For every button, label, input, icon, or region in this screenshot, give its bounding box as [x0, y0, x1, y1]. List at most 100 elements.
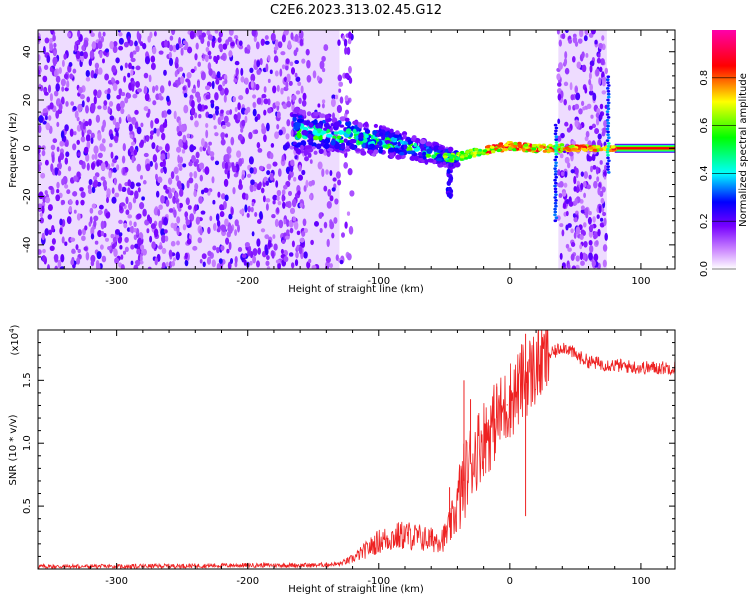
spectrogram-cell — [131, 141, 136, 146]
spectrogram-cell — [118, 116, 122, 124]
spectrogram-cell — [209, 215, 213, 222]
spectrogram-cell — [51, 238, 56, 245]
spectrogram-cell — [553, 207, 557, 211]
spectrogram-cell — [131, 155, 135, 164]
spectrogram-cell — [159, 85, 165, 94]
spectrogram-cell — [59, 266, 65, 269]
spectrogram-cell — [273, 55, 279, 63]
spectrogram-cell — [582, 106, 586, 111]
spectrogram-cell — [306, 111, 312, 117]
spectrogram-cell — [197, 30, 203, 36]
spectrogram-cell — [321, 55, 326, 62]
spectrogram-cell — [588, 146, 594, 150]
spectrogram-cell — [144, 56, 151, 65]
spectrogram-cell — [130, 260, 134, 266]
spectrogram-cell — [554, 164, 558, 168]
spectrogram-cell — [606, 89, 611, 93]
spectrogram-cell — [133, 149, 138, 156]
spectrogram-cell — [152, 154, 158, 163]
spectrogram-cell — [114, 192, 120, 198]
spectrogram-cell — [205, 122, 209, 129]
spectrogram-cell — [106, 93, 111, 100]
spectrogram-cell — [41, 232, 45, 241]
spectrogram-cell — [230, 41, 235, 47]
spectrogram-cell — [68, 61, 73, 68]
spectrogram-cell — [588, 252, 593, 261]
spectrogram-cell — [601, 207, 605, 213]
spectrogram-cell — [557, 82, 562, 87]
spectrogram-cell — [168, 51, 172, 59]
spectrogram-cell — [448, 162, 453, 168]
spectrogram-cell — [578, 144, 584, 148]
spectrogram-cell — [234, 219, 239, 227]
spectrogram-cell — [607, 171, 611, 174]
spectrogram-cell — [599, 103, 604, 110]
spectrogram-cell — [595, 145, 601, 149]
spectrogram-cell — [184, 211, 189, 218]
spectrogram-cell — [266, 122, 270, 132]
spectrogram-cell — [582, 181, 587, 188]
spectrogram-cell — [553, 210, 558, 214]
spectrogram-cell — [562, 202, 567, 209]
spectrogram-cell — [60, 130, 65, 139]
spectrogram-cell — [358, 133, 364, 140]
spectrogram-cell — [180, 75, 185, 85]
spectrogram-cell — [606, 81, 610, 84]
spectrogram-cell — [173, 209, 177, 218]
spectrogram-cell — [431, 154, 436, 159]
spectrogram-cell — [285, 133, 290, 140]
spectrogram-cell — [306, 261, 311, 269]
spectrogram-cell — [149, 31, 153, 39]
spectrogram-cell — [554, 181, 558, 185]
spectrogram-cell — [100, 176, 106, 181]
spectrogram-cell — [553, 132, 558, 136]
spectrogram-cell — [234, 106, 238, 112]
spectrogram-cell — [603, 141, 607, 147]
spectrogram-cell — [414, 137, 421, 144]
spectrogram-cell — [553, 213, 557, 217]
spectrogram-cell — [49, 66, 53, 73]
spectrogram-cell — [275, 39, 279, 48]
spectrogram-cell — [127, 35, 131, 44]
spectrogram-cell — [86, 162, 90, 171]
spectrogram-cell — [67, 32, 72, 38]
spectrogram-cell — [200, 189, 205, 195]
spectrogram-cell — [157, 209, 161, 217]
spectrogram-cell — [151, 241, 156, 249]
spectrogram-cell — [110, 151, 114, 159]
spectrogram-cell — [93, 215, 99, 222]
spectrogram-cell — [571, 147, 576, 151]
spectrogram-cell — [283, 184, 288, 190]
spectrogram-cell — [99, 244, 104, 250]
spectrogram-cell — [105, 212, 110, 218]
spectrogram-cell — [49, 245, 55, 252]
spectrogram-cell — [255, 41, 260, 50]
spectrogram-cell — [606, 168, 610, 171]
spectrogram-cell — [594, 39, 598, 45]
spectrogram-cell — [155, 190, 160, 198]
spectrogram-cell — [190, 115, 194, 121]
spectrogram-cell — [174, 62, 179, 69]
spectrogram-cell — [186, 180, 190, 189]
spectrogram-cell — [136, 30, 140, 40]
spectrogram-cell — [94, 240, 99, 245]
spectrogram-cell — [108, 143, 113, 148]
spectrogram-cell — [163, 184, 168, 190]
spectrogram-cell — [598, 148, 604, 152]
spectrogram-cell — [312, 129, 318, 135]
spectrogram-cell — [250, 206, 254, 213]
spectrogram-cell — [338, 139, 344, 144]
spectrogram-cell — [280, 248, 284, 254]
spectrogram-cell — [153, 31, 157, 37]
spectrogram-cell — [97, 210, 103, 216]
spectrogram-cell — [263, 98, 269, 105]
spectrogram-cell — [207, 226, 211, 235]
spectrogram-cell — [272, 200, 276, 205]
spectrogram-cell — [339, 124, 345, 128]
spectrogram-cell — [216, 219, 221, 227]
spectrogram-cell — [289, 61, 294, 67]
spectrogram-cell — [163, 69, 167, 76]
spectrogram-cell — [319, 60, 325, 70]
spectrogram-cell — [225, 122, 231, 127]
colorbar: 0.0 0.2 0.4 0.6 0.8 Normalized spectral ampl… — [699, 30, 749, 277]
